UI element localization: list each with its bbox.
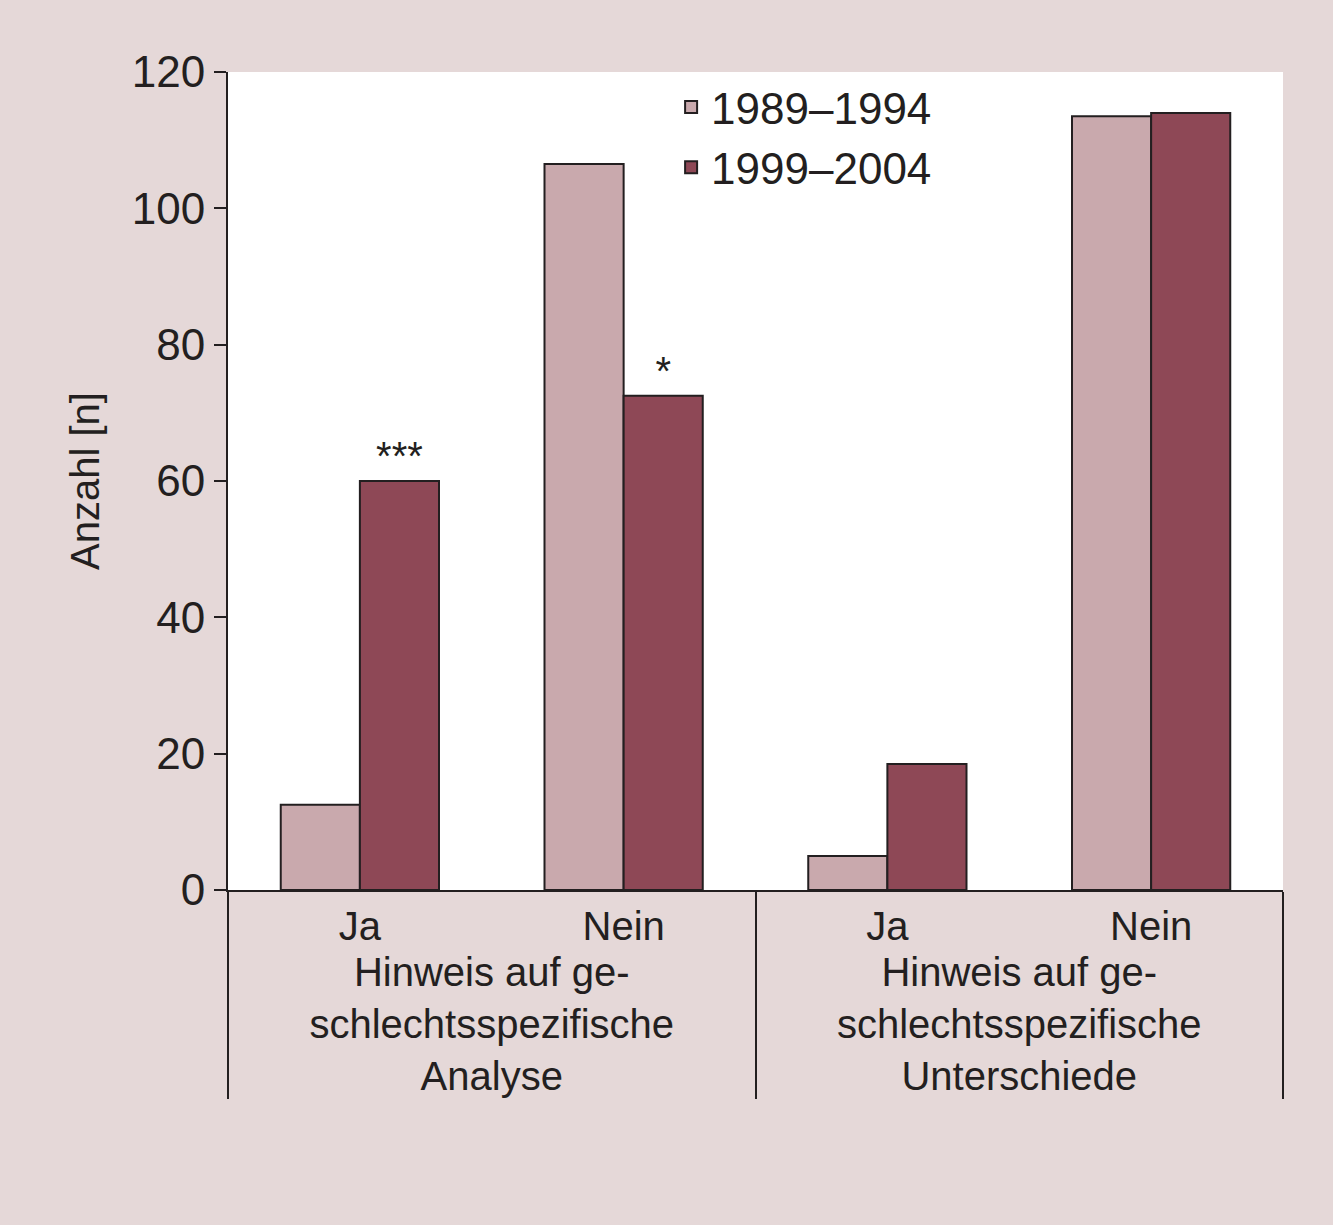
svg-text:120: 120 <box>132 47 205 96</box>
svg-text:*: * <box>655 349 671 393</box>
svg-text:0: 0 <box>181 865 205 914</box>
svg-text:***: *** <box>376 434 423 478</box>
svg-text:Ja: Ja <box>866 904 909 948</box>
svg-text:100: 100 <box>132 184 205 233</box>
svg-text:1999–2004: 1999–2004 <box>711 144 931 193</box>
svg-text:Nein: Nein <box>1110 904 1192 948</box>
svg-text:40: 40 <box>156 593 205 642</box>
svg-text:Anzahl [n]: Anzahl [n] <box>63 392 107 570</box>
svg-text:Nein: Nein <box>582 904 664 948</box>
svg-text:80: 80 <box>156 320 205 369</box>
svg-text:60: 60 <box>156 456 205 505</box>
svg-text:Hinweis auf ge-schlechtsspezif: Hinweis auf ge-schlechtsspezifischeUnter… <box>837 950 1202 1098</box>
svg-text:1989–1994: 1989–1994 <box>711 84 931 133</box>
svg-text:Ja: Ja <box>339 904 382 948</box>
svg-text:Hinweis auf ge-schlechtsspezif: Hinweis auf ge-schlechtsspezifischeAnaly… <box>309 950 674 1098</box>
svg-text:20: 20 <box>156 729 205 778</box>
